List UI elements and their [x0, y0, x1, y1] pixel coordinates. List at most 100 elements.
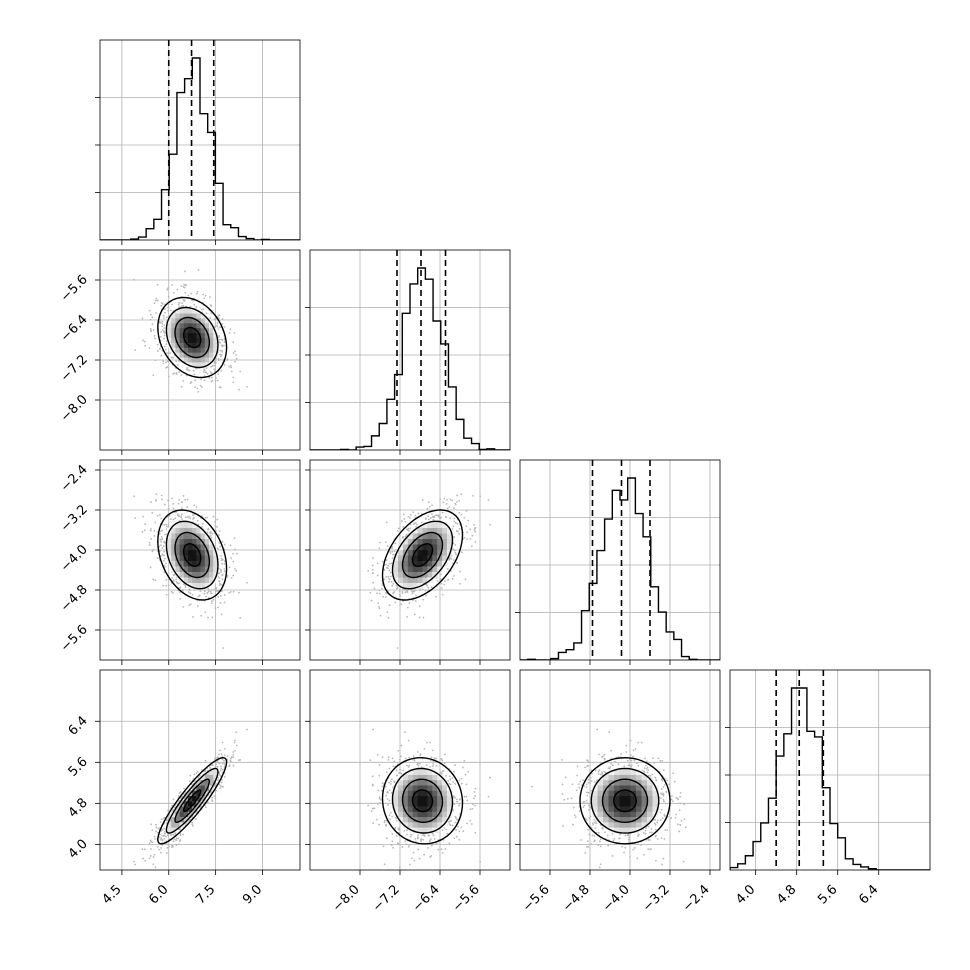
density-cell: [208, 555, 214, 561]
sample-point: [159, 821, 162, 823]
sample-point: [161, 529, 164, 532]
sample-point: [221, 590, 223, 593]
sample-point: [239, 758, 242, 761]
sample-point: [154, 838, 157, 840]
sample-point: [387, 564, 389, 567]
density-cell: [179, 332, 185, 338]
sample-point: [149, 529, 152, 532]
density-cell: [213, 337, 218, 343]
density-cell: [432, 549, 438, 556]
sample-point: [195, 305, 198, 308]
sample-point: [167, 303, 170, 306]
sample-point: [216, 526, 218, 528]
sample-point: [203, 297, 206, 300]
density-cell: [175, 533, 181, 539]
density-cell: [402, 555, 409, 561]
sample-point: [215, 763, 217, 766]
density-cell: [208, 571, 214, 578]
sample-point: [246, 728, 248, 731]
sample-point: [442, 501, 445, 504]
sample-point: [406, 590, 408, 593]
density-cell: [187, 322, 193, 329]
sample-point: [187, 294, 190, 297]
x-tick-label: 6.0: [146, 882, 171, 907]
sample-point: [232, 764, 235, 767]
density-cell: [196, 332, 202, 338]
sample-point: [155, 493, 158, 496]
density-cell: [166, 322, 172, 329]
density-cell: [179, 544, 185, 550]
density-cell: [175, 347, 181, 353]
sample-point: [425, 764, 428, 767]
sample-point: [158, 347, 161, 350]
sample-point: [430, 517, 432, 519]
sample-point: [164, 533, 166, 536]
sample-point: [450, 557, 453, 560]
density-cell: [200, 337, 206, 343]
sample-point: [452, 559, 455, 561]
density-cell: [196, 790, 202, 797]
density-cell: [200, 560, 206, 567]
sample-point: [423, 748, 426, 750]
sample-point: [162, 545, 165, 547]
density-cell: [187, 337, 193, 343]
sample-point: [195, 818, 197, 820]
sample-point: [404, 840, 407, 843]
sample-point: [233, 739, 236, 742]
sample-point: [218, 577, 221, 579]
sample-point: [208, 376, 211, 379]
sample-point: [446, 507, 449, 510]
density-cell: [187, 533, 193, 539]
sample-point: [218, 338, 221, 341]
density-cell: [187, 332, 193, 338]
sample-point: [196, 292, 198, 295]
density-cell: [204, 577, 210, 583]
sample-point: [396, 530, 399, 532]
sample-point: [159, 838, 162, 841]
sample-point: [458, 511, 461, 514]
sample-point: [180, 285, 183, 287]
density-cell: [417, 560, 423, 567]
sample-point: [216, 324, 218, 327]
density-cell: [417, 577, 423, 583]
sample-point: [217, 373, 220, 376]
density-cell: [166, 827, 172, 833]
density-cell: [407, 538, 414, 545]
sample-point: [421, 498, 424, 501]
sample-point: [454, 521, 457, 524]
density-cell: [183, 308, 189, 314]
sample-point: [188, 369, 191, 372]
density-cell: [171, 549, 176, 556]
density-cell: [187, 352, 193, 358]
sample-point: [448, 559, 451, 561]
sample-point: [384, 596, 387, 598]
sample-point: [433, 516, 436, 519]
sample-point: [387, 577, 390, 579]
sample-point: [178, 792, 181, 794]
density-cell: [171, 816, 176, 823]
sample-point: [376, 592, 378, 595]
sample-point: [421, 588, 424, 591]
density-cell: [208, 560, 214, 567]
sample-point: [391, 547, 393, 550]
sample-point: [161, 302, 164, 305]
sample-point: [195, 505, 198, 508]
density-cell: [192, 555, 197, 561]
density-cell: [187, 811, 193, 818]
sample-point: [156, 343, 159, 346]
density-cell: [427, 522, 433, 528]
sample-point: [235, 744, 238, 747]
sample-point: [220, 613, 223, 616]
sample-point: [195, 772, 198, 775]
sample-point: [133, 278, 135, 281]
density-cell: [179, 317, 185, 324]
sample-point: [142, 857, 144, 860]
sample-point: [435, 595, 437, 598]
sample-point: [371, 556, 374, 559]
density-cell: [200, 784, 206, 791]
panel-3-1: −8.0 −7.2 −6.4 −5.6: [305, 669, 511, 915]
sample-point: [427, 515, 430, 518]
sample-point: [162, 317, 165, 319]
sample-point: [149, 566, 152, 569]
sample-point: [391, 557, 394, 560]
